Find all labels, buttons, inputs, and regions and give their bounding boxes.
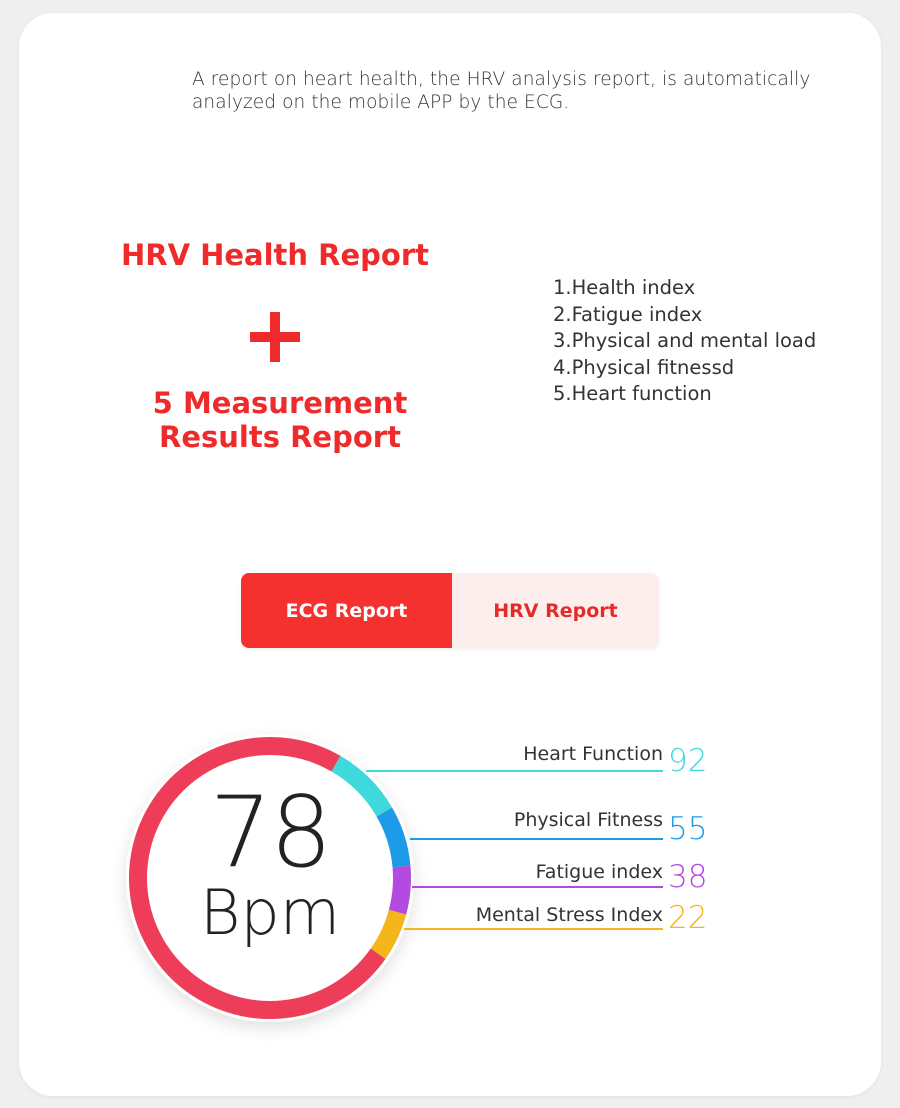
- metric-value-heart-function: 92: [668, 743, 708, 779]
- index-list: 1.Health index 2.Fatigue index 3.Physica…: [553, 275, 816, 408]
- ring-physical-fitness: [376, 807, 411, 868]
- metric-label-heart-function: Heart Function: [523, 743, 663, 765]
- bpm-value: 78: [209, 776, 333, 890]
- metric-value-physical-fitness: 55: [668, 811, 708, 847]
- index-item-health: 1.Health index: [553, 276, 696, 299]
- ring-base: [129, 737, 386, 1019]
- measurement-title-line1: 5 Measurement: [152, 386, 408, 420]
- index-item-load: 3.Physical and mental load: [553, 329, 817, 352]
- ring-heart-function: [331, 755, 393, 817]
- plus-icon: [250, 312, 300, 362]
- gauge-ring: [129, 737, 411, 1019]
- report-tabs: ECG Report HRV Report: [241, 573, 659, 648]
- metric-value-fatigue-index: 38: [668, 859, 708, 895]
- intro-text: A report on heart health, the HRV analys…: [192, 69, 811, 113]
- metric-value-mental-stress: 22: [668, 900, 708, 936]
- measurement-results-title: 5 Measurement Results Report: [110, 386, 450, 454]
- tab-ecg-report[interactable]: ECG Report: [241, 573, 452, 648]
- gauge-leader-lines: [366, 770, 663, 930]
- gauge-shadow: [126, 734, 414, 1022]
- hrv-health-report-title: HRV Health Report: [120, 238, 430, 272]
- index-item-heart: 5.Heart function: [553, 382, 712, 405]
- metric-label-physical-fitness: Physical Fitness: [513, 809, 663, 831]
- tab-hrv-report[interactable]: HRV Report: [452, 573, 659, 648]
- metric-label-mental-stress: Mental Stress Index: [475, 904, 663, 926]
- index-item-fitness: 4.Physical fitnessd: [553, 355, 735, 379]
- metric-label-fatigue-index: Fatigue index: [535, 861, 663, 883]
- measurement-title-line2: Results Report: [159, 420, 401, 454]
- ring-fatigue: [388, 865, 411, 915]
- index-item-fatigue: 2.Fatigue index: [553, 302, 703, 326]
- ring-mental-stress: [370, 909, 407, 959]
- bpm-unit: Bpm: [199, 876, 341, 949]
